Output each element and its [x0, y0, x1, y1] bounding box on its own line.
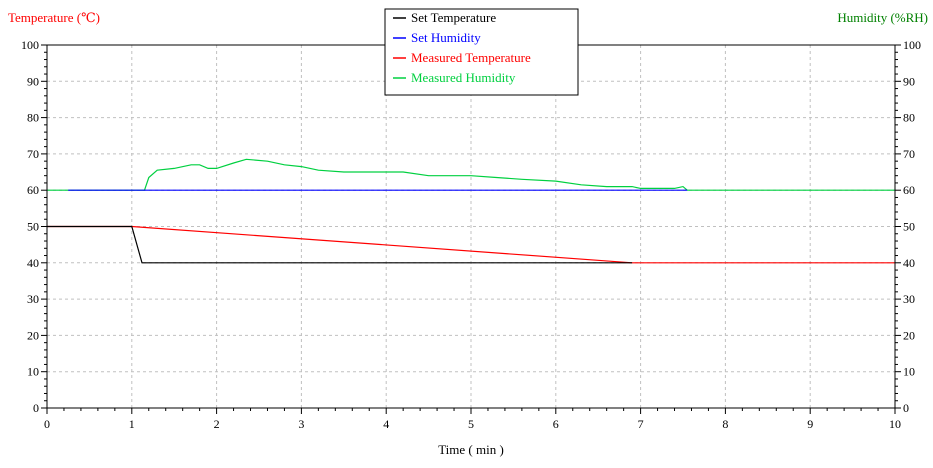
- series-layer: [47, 158, 895, 264]
- y-right-tick-label: 10: [903, 365, 915, 379]
- y-right-tick-label: 30: [903, 292, 915, 306]
- y-left-tick-label: 60: [27, 183, 39, 197]
- y-left-tick-label: 10: [27, 365, 39, 379]
- x-tick-label: 0: [44, 417, 50, 431]
- y-right-tick-label: 70: [903, 147, 915, 161]
- y-left-tick-label: 0: [33, 401, 39, 415]
- x-tick-label: 10: [889, 417, 901, 431]
- x-tick-label: 8: [722, 417, 728, 431]
- x-tick-label: 3: [298, 417, 304, 431]
- y-left-tick-label: 30: [27, 292, 39, 306]
- y-right-tick-label: 0: [903, 401, 909, 415]
- y-right-tick-label: 100: [903, 38, 921, 52]
- y-left-tick-label: 70: [27, 147, 39, 161]
- y-right-tick-label: 40: [903, 256, 915, 270]
- y-right-tick-label: 80: [903, 111, 915, 125]
- y-left-tick-label: 100: [21, 38, 39, 52]
- legend-label-set-humidity: Set Humidity: [411, 30, 481, 45]
- legend-box: [384, 8, 579, 96]
- y-left-tick-label: 40: [27, 256, 39, 270]
- series-line-set-temperature: [47, 225, 633, 264]
- y-left-tick-label: 80: [27, 111, 39, 125]
- y-right-tick-label: 90: [903, 74, 915, 88]
- x-tick-label: 1: [129, 417, 135, 431]
- y-left-tick-label: 90: [27, 74, 39, 88]
- x-tick-label: 2: [214, 417, 220, 431]
- x-tick-label: 7: [638, 417, 644, 431]
- y-left-tick-label: 20: [27, 328, 39, 342]
- legend-label-set-temperature: Set Temperature: [411, 10, 496, 25]
- y-left-tick-label: 50: [27, 220, 39, 234]
- y-left-axis-title: Temperature (℃): [8, 10, 100, 25]
- x-tick-label: 9: [807, 417, 813, 431]
- x-tick-label: 6: [553, 417, 559, 431]
- x-axis-title: Time ( min ): [438, 442, 504, 457]
- y-right-tick-label: 20: [903, 328, 915, 342]
- grid: [47, 45, 895, 408]
- series-line-measured-humidity: [47, 158, 895, 191]
- y-right-axis-title: Humidity (%RH): [837, 10, 928, 25]
- y-right-tick-label: 50: [903, 220, 915, 234]
- legend-label-measured-humidity: Measured Humidity: [411, 70, 516, 85]
- legend-label-measured-temperature: Measured Temperature: [411, 50, 531, 65]
- x-tick-label: 4: [383, 417, 389, 431]
- y-right-tick-label: 60: [903, 183, 915, 197]
- x-tick-label: 5: [468, 417, 474, 431]
- legend: Set Temperature Set Humidity Measured Temp…: [384, 8, 579, 96]
